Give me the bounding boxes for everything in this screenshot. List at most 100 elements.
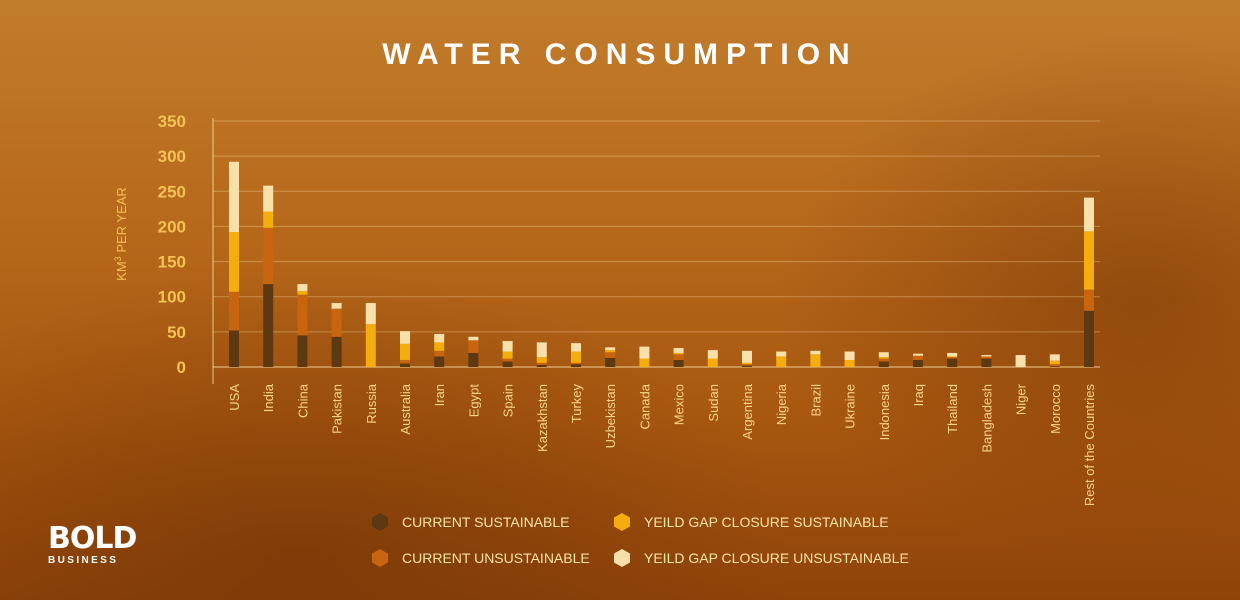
bar-nigeria-series-2 — [776, 356, 787, 367]
bar-china-series-0 — [297, 335, 308, 367]
x-tick-iran: Iran — [432, 384, 447, 406]
chart-title: WATER CONSUMPTION — [382, 38, 858, 71]
bar-usa-series-1 — [229, 291, 239, 331]
bar-iran-series-3 — [434, 333, 445, 343]
bar-iran-series-2 — [434, 342, 445, 351]
x-tick-sudan: Sudan — [706, 384, 721, 422]
bar-turkey-series-1 — [571, 362, 581, 365]
y-tick-350: 350 — [158, 112, 186, 131]
bar-spain-series-0 — [502, 361, 513, 367]
legend-swatch-yield-gap-unsustainable — [614, 549, 630, 567]
bar-spain-series-3 — [502, 340, 513, 352]
bar-sudan-series-3 — [707, 350, 718, 359]
y-tick-100: 100 — [158, 288, 186, 307]
bar-indonesia-series-0 — [878, 361, 889, 367]
gridlines — [213, 120, 1100, 368]
legend-label-current-sustainable: CURRENT SUSTAINABLE — [402, 514, 570, 530]
x-tick-mexico: Mexico — [672, 384, 687, 425]
legend-label-yield-gap-unsustainable: YEILD GAP CLOSURE UNSUSTAINABLE — [644, 550, 909, 566]
bar-egypt-series-1 — [468, 340, 479, 353]
x-tick-argentina: Argentina — [740, 383, 755, 439]
bar-thailand-series-1 — [947, 357, 958, 359]
bar-pakistan-series-0 — [331, 336, 342, 367]
bar-thailand-series-3 — [947, 352, 958, 357]
bar-australia-series-3 — [400, 331, 410, 344]
bar-usa-series-0 — [229, 330, 239, 367]
bar-mexico-series-1 — [673, 354, 684, 360]
bar-argentina-series-0 — [742, 365, 752, 367]
y-tick-200: 200 — [158, 217, 186, 236]
bar-egypt-series-0 — [468, 352, 479, 367]
legend-label-current-unsustainable: CURRENT UNSUSTAINABLE — [402, 550, 590, 566]
x-tick-india: India — [261, 383, 276, 412]
x-tick-nigeria: Nigeria — [774, 383, 789, 425]
bar-australia-series-1 — [400, 359, 410, 364]
y-tick-0: 0 — [177, 358, 186, 377]
legend: CURRENT SUSTAINABLE CURRENT UNSUSTAINABL… — [372, 512, 952, 574]
x-tick-niger: Niger — [1014, 383, 1029, 415]
bar-india-series-1 — [263, 227, 274, 285]
bar-australia-series-2 — [400, 343, 410, 360]
bar-mexico-series-3 — [673, 348, 684, 353]
y-tick-150: 150 — [158, 253, 186, 272]
bar-iran-series-0 — [434, 356, 445, 367]
bar-india-series-2 — [263, 211, 274, 228]
y-axis-label: KM3 PER YEAR — [113, 187, 129, 281]
legend-item-yield-gap-unsustainable: YEILD GAP CLOSURE UNSUSTAINABLE — [614, 548, 909, 568]
bar-morocco-series-1 — [1049, 364, 1060, 367]
bar-indonesia-series-1 — [878, 358, 889, 362]
bar-iraq-series-3 — [913, 353, 923, 356]
y-tick-250: 250 — [158, 182, 186, 201]
bar-kazakhstan-series-3 — [536, 342, 547, 358]
bar-turkey-series-0 — [571, 364, 581, 367]
bar-russia-series-3 — [365, 303, 376, 325]
bar-argentina-series-3 — [742, 350, 752, 363]
legend-item-current-sustainable: CURRENT SUSTAINABLE — [372, 512, 570, 532]
bar-brazil-series-3 — [810, 350, 821, 355]
x-tick-ukraine: Ukraine — [843, 384, 858, 429]
y-tick-labels: 0 50 100 150 200 250 300 350 — [158, 112, 186, 377]
bar-brazil-series-2 — [810, 354, 821, 367]
bar-iran-series-1 — [434, 350, 445, 357]
bar-argentina-series-2 — [742, 362, 752, 365]
bar-argentina-series-1 — [742, 364, 752, 366]
x-tick-indonesia: Indonesia — [877, 383, 892, 440]
bar-ukraine-series-3 — [844, 351, 855, 360]
logo-subtitle: BUSINESS — [48, 555, 119, 566]
bar-nigeria-series-3 — [776, 351, 787, 357]
bar-uzbekistan-series-0 — [605, 357, 616, 367]
bar-australia-series-0 — [400, 363, 410, 367]
x-tick-morocco: Morocco — [1048, 384, 1063, 434]
bar-mexico-series-2 — [673, 352, 684, 355]
x-tick-brazil: Brazil — [808, 384, 823, 417]
bar-turkey-series-2 — [571, 351, 581, 363]
bar-egypt-series-3 — [468, 336, 479, 341]
bar-canada-series-2 — [639, 358, 650, 367]
bar-sudan-series-2 — [707, 358, 718, 367]
bar-kazakhstan-series-0 — [536, 364, 547, 367]
bar-turkey-series-3 — [571, 343, 581, 352]
x-tick-rest-of-the-countries: Rest of the Countries — [1082, 384, 1097, 507]
bar-thailand-series-0 — [947, 358, 958, 367]
y-tick-50: 50 — [167, 323, 186, 342]
legend-item-current-unsustainable: CURRENT UNSUSTAINABLE — [372, 548, 590, 568]
x-tick-thailand: Thailand — [945, 384, 960, 434]
x-tick-labels: USA India China Pakistan Russia Australia Iran… — [227, 383, 1097, 506]
bar-pakistan-series-1 — [331, 308, 342, 337]
legend-swatch-yield-gap-sustainable — [614, 513, 630, 531]
bar-india-series-3 — [263, 185, 274, 212]
x-tick-uzbekistan: Uzbekistan — [603, 384, 618, 448]
bar-rest-of-the-countries-series-3 — [1084, 197, 1094, 232]
x-tick-usa: USA — [227, 384, 242, 411]
bold-business-logo: BOLD BUSINESS — [48, 524, 137, 567]
bar-kazakhstan-series-2 — [536, 357, 547, 363]
bar-niger-series-3 — [1015, 355, 1026, 367]
bar-rest-of-the-countries-series-0 — [1084, 310, 1094, 367]
bar-uzbekistan-series-3 — [605, 347, 616, 351]
bar-china-series-1 — [297, 294, 308, 336]
legend-item-yield-gap-sustainable: YEILD GAP CLOSURE SUSTAINABLE — [614, 512, 889, 532]
x-tick-spain: Spain — [501, 384, 516, 417]
bar-canada-series-3 — [639, 346, 650, 359]
bar-russia-series-2 — [365, 324, 376, 367]
